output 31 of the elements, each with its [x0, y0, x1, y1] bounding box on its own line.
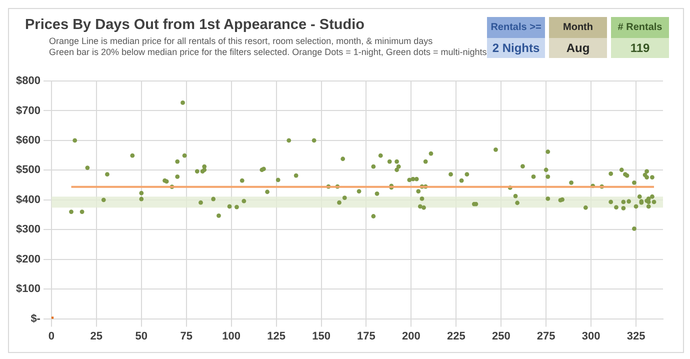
y-tick-label: $800 — [16, 75, 40, 88]
y-tick-label: $100 — [16, 283, 40, 296]
x-tick-label: 50 — [135, 330, 148, 342]
y-tick-label: $300 — [16, 224, 40, 236]
x-tick-label: 300 — [582, 330, 600, 342]
x-tick-label: 0 — [48, 330, 55, 342]
x-tick-label: 100 — [222, 330, 241, 342]
x-tick-label: 25 — [90, 330, 103, 342]
x-tick-label: 175 — [357, 330, 376, 342]
text: # Rentals — [611, 17, 669, 38]
x-tick-label: 325 — [626, 330, 646, 342]
text: Rentals >= — [487, 17, 545, 38]
text: 119 — [611, 38, 669, 58]
x-tick-label: 125 — [267, 330, 286, 342]
chart-title: Prices By Days Out from 1st Appearance - Studio — [25, 17, 365, 33]
y-tick-label: $200 — [16, 253, 40, 266]
y-tick-label: $400 — [16, 194, 40, 206]
y-tick-label: $700 — [16, 104, 40, 117]
chart-subtitle: Orange Line is median price for all rentals of this resort, room selection, month, & minimum days Green bar is 20% below median price for the filters selected. Orange Dots = 1-night, Green dots = multi-nights — [49, 36, 488, 58]
y-tick-label: $500 — [16, 164, 40, 176]
x-tick-label: 250 — [492, 330, 510, 342]
x-tick-label: 275 — [536, 330, 556, 342]
text: Month — [549, 17, 607, 38]
x-tick-label: 225 — [446, 330, 466, 342]
text: 2 Nights — [487, 38, 545, 58]
x-tick-label: 150 — [312, 330, 330, 342]
y-tick-label: $600 — [16, 134, 40, 146]
y-tick-label: $- — [30, 312, 41, 325]
text: Aug — [549, 38, 607, 58]
x-tick-label: 200 — [402, 330, 420, 342]
x-tick-label: 75 — [180, 330, 192, 342]
